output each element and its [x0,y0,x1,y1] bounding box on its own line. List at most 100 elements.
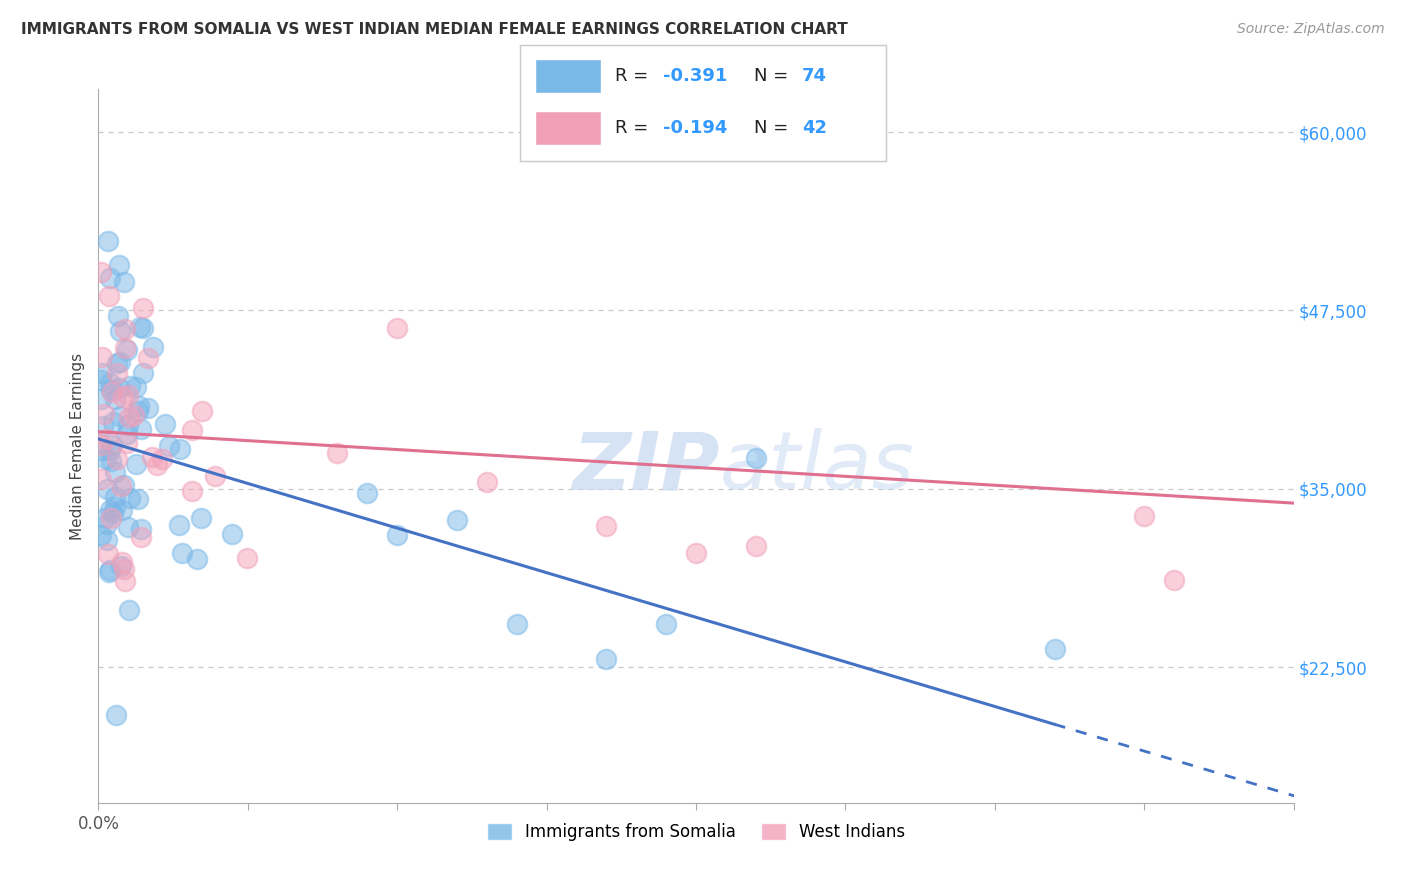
Point [141,450,163,464]
Point [685,545,707,559]
Point [1043,641,1066,656]
Legend: Immigrants from Somalia, West Indians: Immigrants from Somalia, West Indians [479,816,912,848]
Point [114,574,136,588]
Point [125,380,148,394]
Point [115,436,138,450]
Point [655,616,678,631]
Point [110,355,132,369]
Point [506,616,529,631]
Point [117,417,139,432]
Point [221,526,243,541]
Text: ZIP: ZIP [572,428,720,507]
Point [112,562,135,576]
Point [103,465,125,479]
Y-axis label: Median Female Earnings: Median Female Earnings [69,352,84,540]
Point [155,417,177,431]
Point [138,351,160,366]
Point [104,490,127,504]
Point [114,322,136,336]
Point [110,558,132,573]
Point [150,452,173,467]
Text: N =: N = [754,120,794,137]
Point [98,271,121,285]
Point [169,442,191,457]
Point [117,388,139,402]
Point [136,401,159,416]
Point [125,458,148,472]
Point [112,478,135,492]
Point [127,491,149,506]
Point [111,503,134,517]
Point [103,392,125,406]
Point [111,555,134,569]
Text: N =: N = [754,67,794,85]
Point [114,341,136,355]
Point [108,409,131,424]
Point [90,528,112,542]
Point [90,443,112,458]
Text: -0.391: -0.391 [662,67,727,85]
Text: 42: 42 [801,120,827,137]
Point [100,454,122,468]
Point [90,438,112,452]
Point [595,652,617,666]
Point [131,366,153,380]
Point [180,423,202,437]
Text: R =: R = [616,67,654,85]
Point [180,483,202,498]
Point [90,392,112,406]
Point [385,321,409,335]
Point [100,438,122,452]
Point [115,343,138,358]
Point [105,356,128,370]
Point [108,258,131,272]
Point [235,551,257,566]
Point [127,404,149,418]
Point [96,451,118,466]
Point [170,546,193,560]
Point [100,563,122,577]
Point [105,366,128,380]
Point [98,376,121,390]
Point [90,366,112,380]
Point [112,275,135,289]
Point [131,301,153,316]
Point [326,446,349,460]
Point [120,491,142,505]
Point [1163,573,1185,587]
Point [98,442,121,457]
Point [101,415,124,429]
FancyBboxPatch shape [534,111,600,145]
Text: atlas: atlas [720,428,915,507]
Text: -0.194: -0.194 [662,120,727,137]
Point [103,506,125,520]
Point [100,503,122,517]
Point [595,518,617,533]
Text: 74: 74 [801,67,827,85]
Point [131,530,153,544]
Point [107,309,129,323]
Point [91,419,114,434]
Point [110,479,132,493]
Point [356,485,378,500]
Point [129,422,152,436]
Text: Source: ZipAtlas.com: Source: ZipAtlas.com [1237,22,1385,37]
Point [98,565,121,579]
Point [446,513,468,527]
Point [115,426,138,441]
Point [108,381,131,395]
Text: R =: R = [616,120,654,137]
Point [191,403,214,417]
Point [90,264,112,278]
Point [745,450,768,465]
Point [745,539,768,553]
Point [90,472,112,486]
Point [1133,508,1156,523]
Point [129,522,152,536]
Point [122,408,145,422]
Point [100,384,122,399]
Point [96,432,118,446]
Point [157,439,180,453]
Point [93,511,115,525]
Point [90,373,112,387]
